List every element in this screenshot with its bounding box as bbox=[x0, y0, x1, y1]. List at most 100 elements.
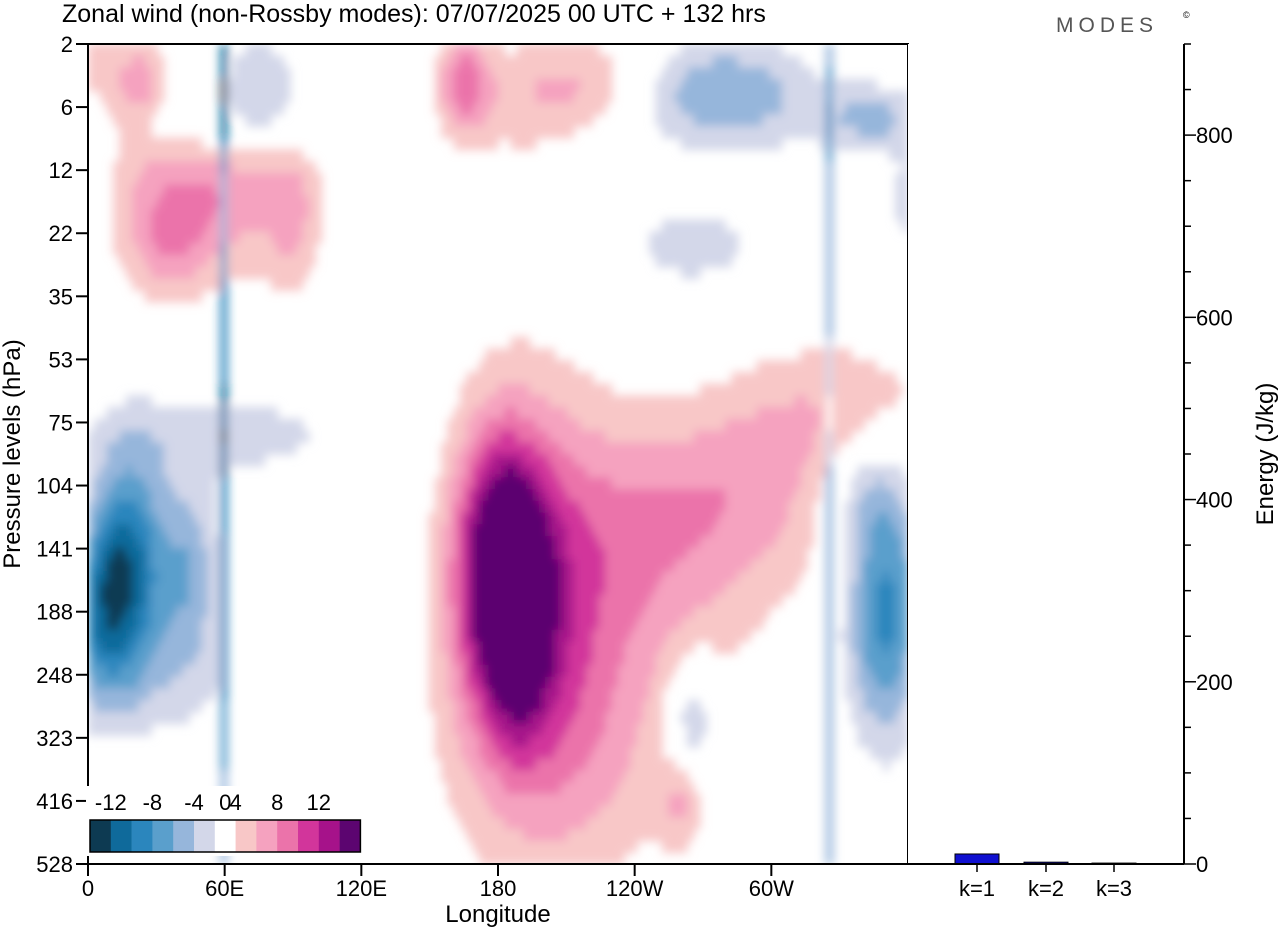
heatmap-cell bbox=[687, 90, 695, 104]
heatmap-cell bbox=[819, 372, 827, 385]
heatmap-cell bbox=[466, 126, 474, 139]
heatmap-cell bbox=[106, 79, 114, 92]
heatmap-cell bbox=[573, 606, 581, 619]
heatmap-cell bbox=[655, 442, 663, 455]
heatmap-cell bbox=[434, 559, 442, 572]
heatmap-cell bbox=[655, 828, 663, 842]
colorbar-tick-label: 4 bbox=[229, 790, 241, 815]
heatmap-cell bbox=[504, 372, 512, 385]
heatmap-cell bbox=[138, 688, 146, 701]
heatmap-cell bbox=[826, 524, 833, 537]
heatmap-cell bbox=[441, 711, 449, 725]
heatmap-cell bbox=[472, 489, 480, 502]
heatmap-cell bbox=[504, 418, 512, 432]
heatmap-cell bbox=[624, 700, 632, 713]
heatmap-cell bbox=[428, 559, 436, 572]
heatmap-cell bbox=[472, 102, 480, 115]
heatmap-cell bbox=[655, 735, 663, 748]
heatmap-cell bbox=[706, 395, 714, 408]
heatmap-cell bbox=[605, 536, 613, 549]
heatmap-cell bbox=[567, 723, 575, 736]
heatmap-cell bbox=[844, 372, 852, 385]
heatmap-cell bbox=[851, 700, 859, 713]
heatmap-cell bbox=[176, 571, 184, 584]
heatmap-cell bbox=[226, 208, 234, 221]
heatmap-cell bbox=[655, 114, 663, 127]
heatmap-cell bbox=[125, 266, 133, 279]
heatmap-cell bbox=[460, 793, 468, 807]
heatmap-cell bbox=[523, 582, 531, 596]
heatmap-cell bbox=[781, 489, 789, 502]
heatmap-cell bbox=[775, 571, 783, 584]
heatmap-cell bbox=[195, 418, 203, 432]
heatmap-cell bbox=[195, 547, 203, 561]
heatmap-cell bbox=[188, 547, 196, 561]
heatmap-cell bbox=[535, 465, 543, 479]
heatmap-cell bbox=[151, 137, 159, 151]
heatmap-cell bbox=[88, 44, 95, 57]
heatmap-cell bbox=[472, 407, 480, 420]
heatmap-cell bbox=[479, 430, 487, 443]
heatmap-cell bbox=[712, 243, 720, 256]
heatmap-cell bbox=[725, 254, 733, 268]
heatmap-cell bbox=[844, 395, 852, 408]
heatmap-cell bbox=[132, 430, 140, 443]
heatmap-cell bbox=[157, 512, 165, 525]
heatmap-cell bbox=[296, 430, 304, 443]
heatmap-cell bbox=[712, 55, 720, 69]
heatmap-cell bbox=[889, 641, 897, 654]
heatmap-cell bbox=[188, 243, 196, 256]
heatmap-cell bbox=[119, 664, 127, 678]
heatmap-cell bbox=[592, 465, 600, 479]
heatmap-cell bbox=[498, 395, 505, 408]
heatmap-cell bbox=[611, 547, 619, 561]
heatmap-cell bbox=[851, 79, 859, 92]
heatmap-cell bbox=[870, 700, 878, 713]
heatmap-cell bbox=[151, 512, 159, 525]
heatmap-cell bbox=[132, 219, 140, 233]
heatmap-cell bbox=[624, 547, 632, 561]
heatmap-cell bbox=[113, 618, 121, 631]
heatmap-cell bbox=[188, 465, 196, 479]
heatmap-cell bbox=[895, 559, 903, 572]
heatmap-cell bbox=[529, 79, 537, 92]
heatmap-cell bbox=[857, 536, 865, 549]
heatmap-cell bbox=[826, 700, 833, 713]
heatmap-cell bbox=[598, 770, 606, 783]
heatmap-cell bbox=[699, 723, 707, 736]
heatmap-cell bbox=[100, 442, 108, 455]
heatmap-cell bbox=[756, 489, 764, 502]
heatmap-cell bbox=[567, 758, 575, 771]
heatmap-cell bbox=[535, 360, 543, 373]
heatmap-cell bbox=[725, 126, 733, 139]
x-tick-label: 120W bbox=[606, 876, 664, 901]
heatmap-cell bbox=[151, 442, 159, 455]
heatmap-cell bbox=[523, 782, 531, 795]
heatmap-cell bbox=[176, 231, 184, 244]
heatmap-cell bbox=[441, 500, 449, 514]
heatmap-cell bbox=[529, 500, 537, 514]
heatmap-cell bbox=[756, 372, 764, 385]
heatmap-cell bbox=[762, 571, 770, 584]
heatmap-cell bbox=[649, 395, 657, 408]
heatmap-cell bbox=[573, 618, 581, 631]
heatmap-cell bbox=[662, 442, 669, 455]
heatmap-cell bbox=[674, 618, 682, 631]
heatmap-cell bbox=[662, 840, 669, 853]
heatmap-cell bbox=[598, 758, 606, 771]
heatmap-cell bbox=[598, 430, 606, 443]
heatmap-cell bbox=[826, 442, 833, 455]
heatmap-cell bbox=[844, 547, 852, 561]
heatmap-cell bbox=[157, 208, 165, 221]
heatmap-cell bbox=[567, 664, 575, 678]
heatmap-cell bbox=[472, 395, 480, 408]
heatmap-cell bbox=[214, 196, 222, 209]
heatmap-cell bbox=[176, 688, 184, 701]
heatmap-cell bbox=[176, 243, 184, 256]
heatmap-cell bbox=[201, 149, 209, 162]
heatmap-cell bbox=[788, 536, 796, 549]
heatmap-cell bbox=[636, 805, 644, 818]
heatmap-cell bbox=[523, 793, 531, 807]
heatmap-cell bbox=[283, 90, 291, 104]
